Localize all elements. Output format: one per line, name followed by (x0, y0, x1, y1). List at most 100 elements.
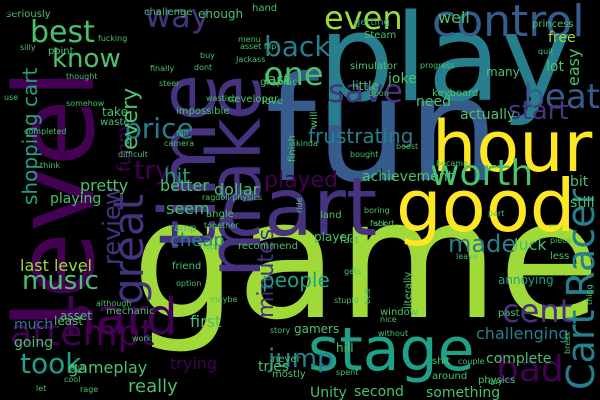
word-hit: hit (164, 164, 191, 188)
word-asset: asset (60, 309, 92, 323)
word-dollar: dollar (214, 180, 260, 199)
word-go: go (0, 0, 20, 17)
word-hour: hour (432, 106, 593, 188)
word-thought: thought (66, 72, 98, 81)
word-play: play (318, 0, 573, 129)
word-finally: finally (150, 64, 175, 73)
word-fact: fact (340, 235, 360, 246)
word-good: good (396, 164, 576, 248)
word-hill: hill (336, 341, 354, 355)
word-challenge: challenge (144, 7, 193, 18)
word-friend: friend (172, 261, 202, 272)
word-cent: cent (502, 292, 573, 330)
word-shopping-cart: shopping cart (18, 67, 42, 205)
word-together: together (204, 221, 239, 230)
word-music: music (22, 266, 99, 296)
word-fuck: fuck (370, 219, 387, 228)
word-cart-racer: Cart Racer (559, 188, 600, 390)
word-ragdoll-physics: ragdoll physics (202, 193, 263, 202)
word-know: know (52, 44, 121, 74)
word-control: control (432, 0, 585, 47)
word-steam: Steam (364, 30, 397, 41)
word-leave: leave (456, 252, 478, 261)
word-achievement: achievement (362, 169, 454, 185)
word-waste: waste (100, 117, 130, 128)
word-let: let (36, 384, 47, 393)
word-player: player (314, 230, 352, 244)
word-free: free (548, 30, 576, 46)
word-well: well (438, 8, 470, 27)
word-people: people (262, 268, 330, 292)
word-story: story (270, 326, 291, 335)
word-jump: jump (268, 344, 334, 374)
word-need: need (416, 94, 451, 110)
word-simulator: simulator (350, 61, 398, 72)
word-thing: thing (585, 284, 594, 305)
word-literally: literally (403, 271, 414, 309)
word-easy: easy (564, 48, 583, 86)
word-point: point (48, 46, 74, 57)
word-fucking: fucking (98, 34, 128, 43)
word-way: way (145, 0, 210, 35)
word-upon: Upon (368, 89, 389, 98)
word-better: better (160, 176, 209, 195)
word-option: option (176, 279, 202, 288)
word-day: day (488, 377, 503, 386)
word-never: never (272, 354, 301, 365)
word-cart: cart (220, 161, 378, 254)
word-attempt: attempt (10, 313, 155, 354)
word-fun: fun (265, 46, 500, 215)
word-first: first (190, 312, 222, 331)
word-getting: getting (354, 17, 390, 28)
word-difficult: difficult (118, 150, 148, 159)
word-gameplay: gameplay (68, 358, 148, 377)
word-bed: bed (363, 288, 372, 304)
word-camera: camera (164, 139, 195, 148)
word-seem: seem (166, 199, 210, 218)
word-played: played (264, 168, 339, 193)
word-price: price (124, 112, 194, 145)
word-take: take (102, 105, 128, 119)
word-dont: dont (194, 63, 213, 72)
word-gets: gets (344, 267, 362, 276)
word-boring: boring (364, 206, 390, 215)
word-seriously: seriously (6, 9, 51, 20)
word-something: something (426, 385, 501, 400)
word-actually: actually (460, 107, 516, 123)
word-around: around (432, 371, 468, 382)
word-buy: buy (200, 51, 215, 60)
word-gamers: gamers (294, 322, 340, 336)
word-bought: bought (350, 150, 379, 159)
word-playing: playing (50, 191, 102, 207)
word-love: love (262, 96, 283, 107)
word-best: best (30, 15, 95, 50)
word-end: end (70, 363, 86, 372)
word-bit: bit (570, 174, 589, 190)
word-ramp: ramp (170, 223, 197, 234)
word-past: past (498, 308, 520, 319)
word-little: little (352, 79, 379, 93)
word-princess: princess (532, 19, 574, 30)
word-use: use (4, 93, 19, 102)
word-going: going (14, 335, 54, 351)
word-land: land (320, 210, 342, 221)
word-stupid: stupid (334, 296, 359, 305)
word-challenging: challenging (476, 324, 569, 343)
word-silly: silly (20, 43, 36, 52)
word-bad: bad (496, 349, 564, 390)
word-part: part (488, 209, 505, 218)
word-even: even (324, 0, 403, 37)
word-boost: boost (396, 142, 419, 151)
word-jackass: Jackass (236, 55, 266, 64)
word-many: many (486, 65, 520, 79)
word-kinda: kinda (296, 139, 318, 148)
word-lot: lot (546, 59, 564, 75)
word-one: one (264, 55, 324, 93)
word-angle: angle (206, 209, 234, 220)
word-joke: joke (388, 71, 417, 87)
word-start: start (508, 96, 569, 126)
word-review: review (98, 185, 126, 265)
word-somehow: somehow (66, 99, 105, 108)
word-less: less (550, 251, 570, 262)
